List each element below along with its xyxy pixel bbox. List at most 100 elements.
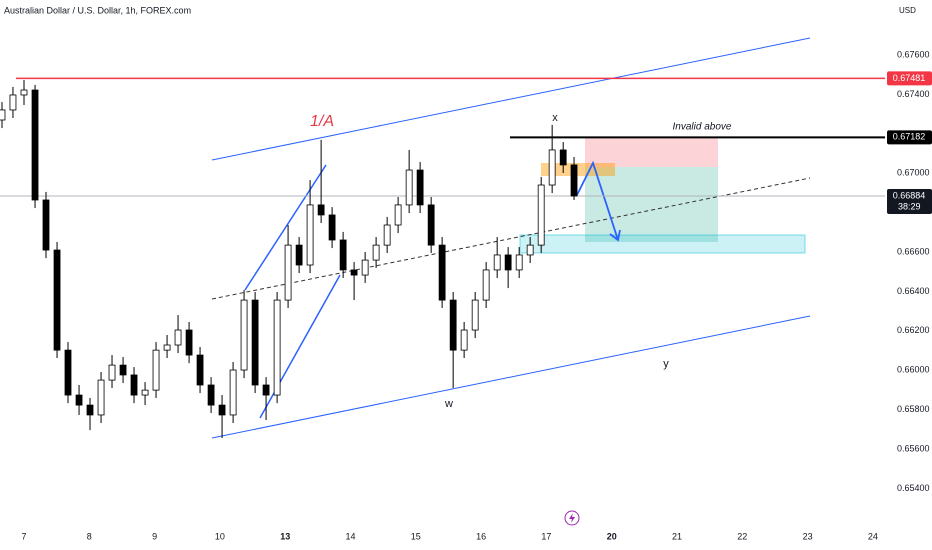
y-tick-label: 0.66200 [897, 325, 930, 335]
candle-body [119, 364, 127, 376]
candle-body [240, 299, 248, 371]
candle-body [405, 169, 413, 206]
candle-body [515, 254, 523, 271]
events-icon-bolt [569, 513, 575, 523]
wedge-upper [244, 164, 327, 291]
wave-label: w [444, 398, 453, 410]
candle-body [350, 269, 358, 276]
candle-body [262, 384, 270, 396]
candle-body [163, 344, 171, 351]
x-tick-label: 7 [21, 531, 26, 541]
events-icon[interactable] [564, 510, 580, 526]
last-price-badge [887, 189, 932, 215]
channel-mid [211, 177, 811, 300]
y-tick-label: 0.67600 [897, 49, 930, 59]
candle-body [9, 94, 17, 111]
candle-body [42, 199, 50, 251]
x-tick-label: 13 [280, 531, 290, 541]
candle-body [108, 364, 116, 381]
candle-body [284, 244, 292, 301]
projection-arrow [576, 160, 619, 241]
x-tick-label: 22 [737, 531, 747, 541]
candle-body [152, 349, 160, 391]
x-tick-label: 14 [345, 531, 355, 541]
y-tick-label: 0.67000 [897, 168, 930, 178]
candle-body [64, 349, 72, 396]
x-tick-label: 9 [152, 531, 157, 541]
candle-body [339, 239, 347, 271]
countdown-label: 38:29 [898, 201, 921, 211]
candle-body [537, 184, 545, 246]
candle-body [20, 89, 28, 96]
y-tick-label: 0.66400 [897, 286, 930, 296]
candle-body [295, 244, 303, 266]
wave-label: x [552, 112, 558, 124]
candle-body [548, 149, 556, 186]
candle-body [449, 299, 457, 351]
x-tick-label: 21 [672, 531, 682, 541]
candle-body [328, 214, 336, 241]
candle-body [482, 269, 490, 301]
currency-label: USD [899, 6, 916, 15]
x-tick-label: 20 [607, 531, 617, 541]
candle-body [97, 379, 105, 416]
price-badge [887, 130, 932, 145]
x-tick-label: 17 [541, 531, 551, 541]
wave-label: 1/A [310, 113, 334, 130]
x-tick-label: 15 [411, 531, 421, 541]
candle-body [174, 329, 182, 346]
candle-body [251, 299, 259, 386]
y-tick-label: 0.65600 [897, 443, 930, 453]
channel-upper [211, 37, 811, 161]
candle-body [317, 204, 325, 216]
candle-body [427, 204, 435, 246]
y-tick-label: 0.67400 [897, 89, 930, 99]
price-badge-label: 0.67481 [893, 73, 926, 83]
wedge-lower [259, 274, 341, 419]
candle-body [559, 149, 567, 166]
chart-title: Australian Dollar / U.S. Dollar, 1h, FOR… [4, 5, 191, 15]
invalid-label: Invalid above [673, 122, 732, 133]
target-zone [585, 167, 718, 242]
y-tick-label: 0.66000 [897, 365, 930, 375]
candle-body [31, 89, 39, 201]
candle-body [438, 244, 446, 301]
y-tick-label: 0.66600 [897, 246, 930, 256]
candle-body [185, 329, 193, 356]
x-tick-label: 8 [87, 531, 92, 541]
last-price-label: 0.66884 [893, 190, 926, 200]
candle-body [416, 169, 424, 206]
candle-body [141, 389, 149, 396]
candle-body [306, 204, 314, 266]
candle-body [493, 254, 501, 271]
candle-body [460, 329, 468, 351]
candle-body [361, 259, 369, 276]
candle-body [86, 404, 94, 416]
candle-body [471, 299, 479, 331]
support-zone [519, 234, 806, 254]
price-badge [887, 71, 932, 86]
candle-body [229, 369, 237, 416]
x-tick-label: 16 [476, 531, 486, 541]
candle-body [372, 244, 380, 261]
arrow-head [609, 229, 621, 242]
y-tick-label: 0.65400 [897, 483, 930, 493]
x-tick-label: 23 [803, 531, 813, 541]
candle-body [130, 374, 138, 396]
x-tick-label: 10 [215, 531, 225, 541]
candle-body [218, 404, 226, 416]
candle-body [53, 249, 61, 351]
wave-label: y [663, 358, 669, 370]
candle-body [504, 254, 512, 271]
candle-body [0, 109, 6, 121]
candle-body [207, 384, 215, 406]
x-tick-label: 24 [868, 531, 878, 541]
candle-body [570, 164, 578, 197]
y-tick-label: 0.65800 [897, 404, 930, 414]
candle-body [273, 299, 281, 396]
candle-body [383, 224, 391, 246]
candle-body [394, 204, 402, 226]
candle-body [196, 354, 204, 386]
